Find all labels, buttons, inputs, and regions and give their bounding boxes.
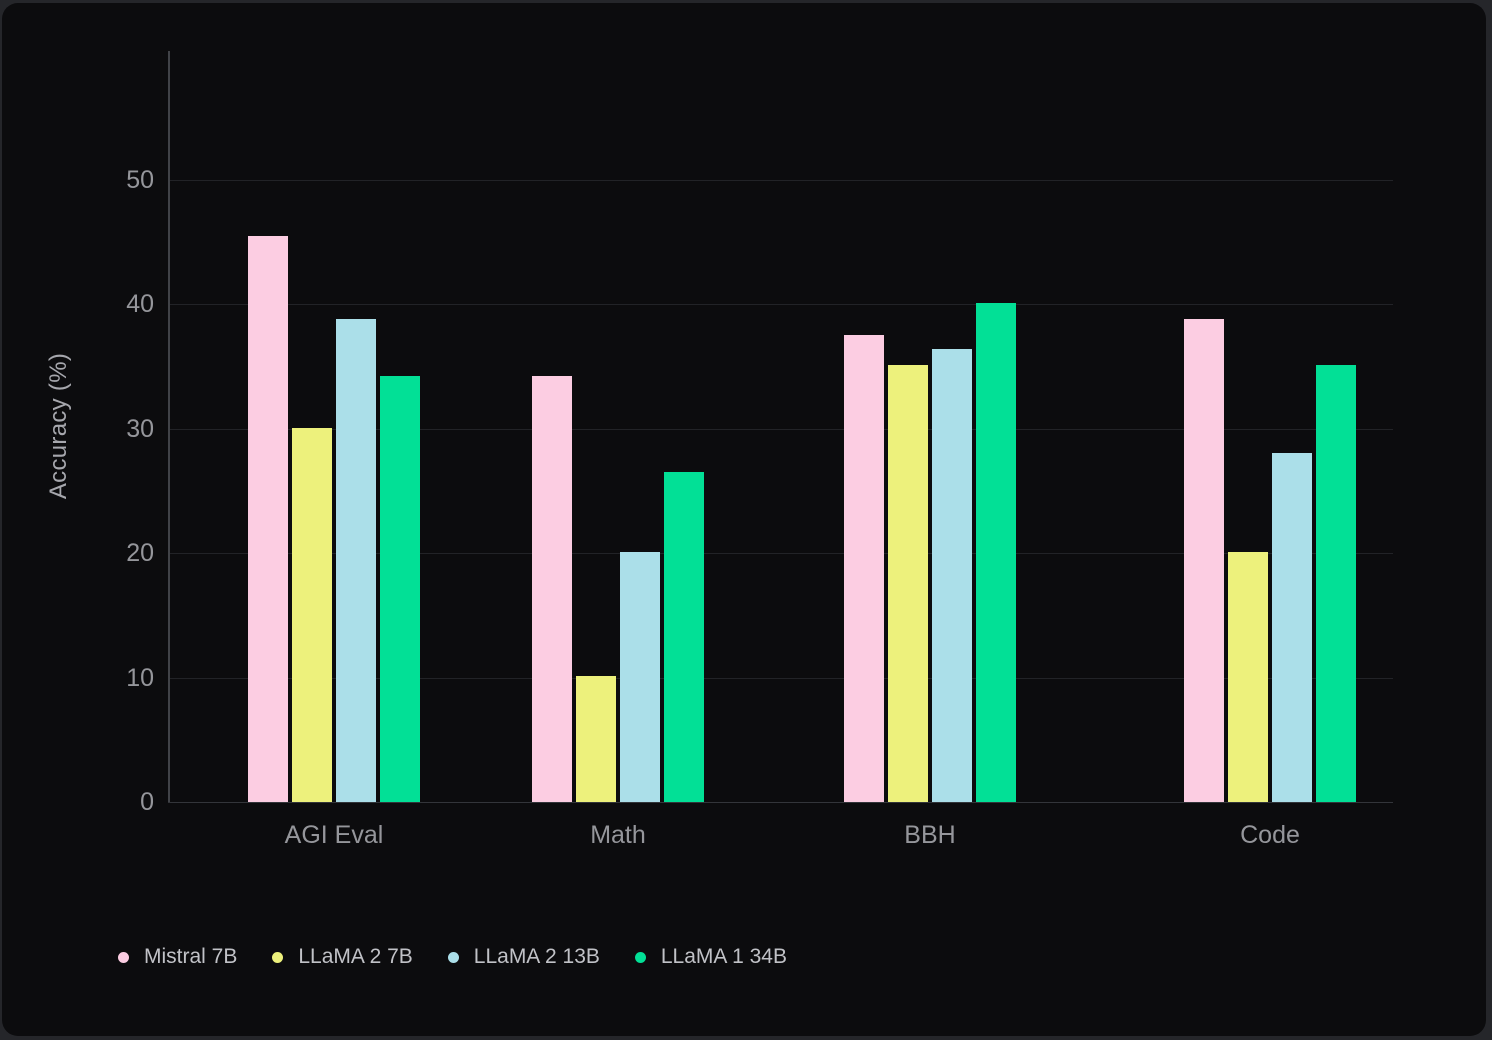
chart-card: Accuracy (%) 0 10 20 30 40 50 AGI Eval Math BBH… [2, 3, 1486, 1036]
legend-label: Mistral 7B [144, 945, 238, 968]
x-category-label-code: Code [1240, 821, 1300, 849]
bar-chart: Accuracy (%) 0 10 20 30 40 50 AGI Eval Math BBH… [2, 3, 1486, 1036]
legend-item-llama-2-7b[interactable]: LLaMA 2 7B [272, 945, 413, 969]
bar-llama-2-13b-code[interactable] [1272, 453, 1312, 802]
y-tick-label: 50 [126, 165, 154, 194]
bar-llama-1-34b-bbh[interactable] [976, 303, 1016, 802]
y-tick-label: 20 [126, 539, 154, 567]
bar-llama-2-7b-bbh[interactable] [888, 365, 928, 802]
bar-llama-2-13b-agi-eval[interactable] [336, 319, 376, 802]
bar-llama-2-7b-agi-eval[interactable] [292, 428, 332, 802]
legend-item-llama-1-34b[interactable]: LLaMA 1 34B [634, 945, 787, 969]
bar-llama-2-13b-math[interactable] [620, 552, 660, 802]
legend-dot-icon [272, 951, 284, 963]
x-axis-baseline [168, 802, 1393, 803]
chart-legend: Mistral 7B LLaMA 2 7B LLaMA 2 13B LLaMA 1 3… [118, 942, 787, 972]
gridline [168, 304, 1393, 305]
bar-llama-2-7b-code[interactable] [1228, 552, 1268, 802]
bar-mistral-7b-bbh[interactable] [844, 335, 884, 802]
y-axis-line [168, 51, 170, 802]
bar-llama-2-13b-bbh[interactable] [932, 349, 972, 802]
bar-mistral-7b-agi-eval[interactable] [248, 236, 288, 802]
legend-dot-icon [118, 951, 129, 963]
y-tick-label: 10 [126, 663, 154, 692]
x-category-label-bbh: BBH [904, 821, 956, 849]
legend-dot-icon [447, 951, 459, 963]
legend-item-mistral-7b[interactable]: Mistral 7B [118, 945, 237, 969]
y-tick-label: 40 [126, 290, 154, 318]
x-category-label-math: Math [590, 821, 646, 849]
legend-label: LLaMA 2 13B [473, 945, 600, 968]
legend-item-llama-2-13b[interactable]: LLaMA 2 13B [447, 945, 600, 969]
legend-label: LLaMA 2 7B [298, 945, 413, 968]
bar-llama-1-34b-code[interactable] [1316, 365, 1356, 802]
bar-mistral-7b-code[interactable] [1184, 319, 1224, 802]
bar-llama-1-34b-math[interactable] [664, 472, 704, 802]
gridline [168, 553, 1393, 554]
gridline [168, 677, 1393, 679]
y-tick-label: 30 [126, 414, 154, 443]
bar-llama-2-7b-math[interactable] [576, 676, 616, 802]
legend-label: LLaMA 1 34B [660, 945, 787, 968]
y-tick-label: 0 [140, 788, 154, 816]
bar-mistral-7b-math[interactable] [532, 376, 572, 802]
x-category-label-agi-eval: AGI Eval [284, 821, 384, 849]
bar-llama-1-34b-agi-eval[interactable] [380, 376, 420, 802]
y-axis-title: Accuracy (%) [45, 352, 72, 500]
gridline [168, 428, 1393, 430]
gridline [168, 179, 1393, 181]
legend-dot-icon [634, 951, 646, 963]
